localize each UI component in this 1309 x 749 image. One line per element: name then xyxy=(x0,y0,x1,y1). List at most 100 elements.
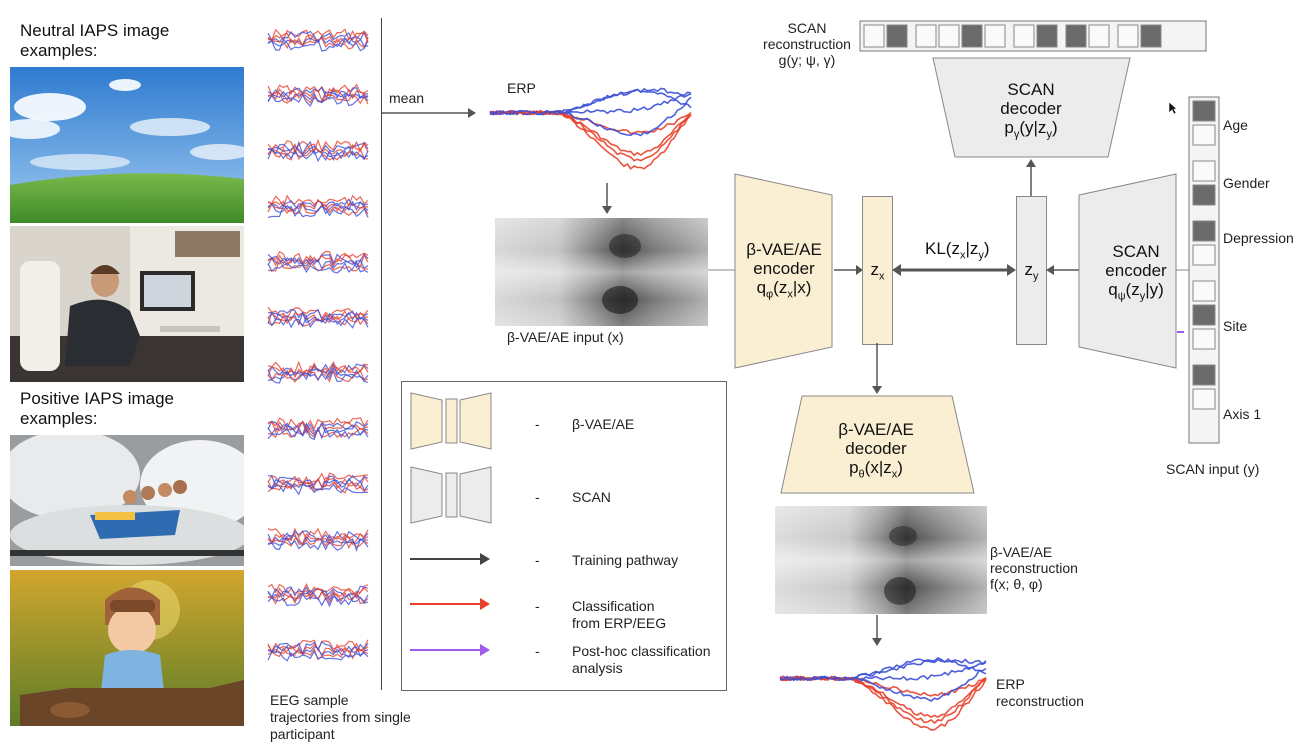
scan-input-label-site: Site xyxy=(1223,318,1248,334)
legend-dash-3: - xyxy=(535,552,540,568)
legend-scan-icon xyxy=(410,466,492,524)
mean-label: mean xyxy=(389,90,425,106)
legend-training-arrow xyxy=(410,553,490,565)
recon-vector-cell xyxy=(938,24,960,48)
scan-recon-label: SCAN reconstruction g(y; ψ, γ) xyxy=(763,20,851,68)
zx-latent-box xyxy=(862,196,893,345)
legend-posthoc-arrow xyxy=(410,644,490,656)
erp-to-input-arrow xyxy=(602,183,612,214)
legend-vae-icon xyxy=(410,392,492,450)
mouse-cursor-icon xyxy=(1168,101,1178,115)
recon-vector-cell xyxy=(1117,24,1139,48)
legend-label-scan: SCAN xyxy=(572,489,611,505)
erp-trace xyxy=(489,92,692,116)
input-vector-cell xyxy=(1192,328,1216,350)
waterride-photo xyxy=(10,435,244,566)
input-caption: β-VAE/AE input (x) xyxy=(507,329,624,345)
legend-label-posthoc: Post-hoc classification analysis xyxy=(572,643,711,676)
vae-decoder-shape xyxy=(780,395,975,494)
erp-trace xyxy=(779,660,987,682)
eeg-trace xyxy=(267,587,369,601)
recon-vector-cell xyxy=(1140,24,1162,48)
eeg-trace xyxy=(267,204,369,218)
eeg-trace xyxy=(267,417,369,430)
legend-box xyxy=(401,381,727,691)
input-vector-cell xyxy=(1192,220,1216,242)
recon-vector-cell xyxy=(1088,24,1110,48)
erp-trace xyxy=(779,667,987,702)
vae-encoder-shape xyxy=(734,173,833,369)
input-vector-cell xyxy=(1192,244,1216,266)
scan-input-vector xyxy=(1188,96,1220,444)
erp-label: ERP xyxy=(507,80,536,96)
positive-heading: Positive IAPS image examples: xyxy=(20,389,175,428)
zy-latent-box xyxy=(1016,196,1047,345)
purple-tick xyxy=(1177,331,1184,333)
input-vector-cell xyxy=(1192,364,1216,386)
scan-input-label-age: Age xyxy=(1223,117,1248,133)
input-vector-cell xyxy=(1192,184,1216,206)
scan-encoder-label: SCAN encoder qψ(zy|y) xyxy=(1105,242,1167,303)
input-vector-cell xyxy=(1192,388,1216,410)
sky-field-photo xyxy=(10,67,244,223)
legend-dash-4: - xyxy=(535,598,540,614)
eeg-trace xyxy=(267,475,369,490)
recon-vector-cell xyxy=(886,24,908,48)
recon-vector-cell xyxy=(915,24,937,48)
input-vector-cell xyxy=(1192,124,1216,146)
erp-recon-plot xyxy=(779,657,987,731)
recon-vector-cell xyxy=(1013,24,1035,48)
eeg-divider-line xyxy=(381,18,382,690)
erp-trace xyxy=(489,110,692,170)
legend-label-vae: β-VAE/AE xyxy=(572,416,635,432)
recon-vector-cell xyxy=(984,24,1006,48)
eeg-trace xyxy=(267,143,369,157)
eeg-trace xyxy=(267,28,369,42)
eeg-trace xyxy=(267,309,369,324)
zy-to-decoder-arrow xyxy=(1026,159,1036,196)
legend-label-classification: Classification from ERP/EEG xyxy=(572,598,667,631)
eeg-trace xyxy=(267,482,369,496)
scan-input-label-gender: Gender xyxy=(1223,175,1270,191)
scan-decoder-shape xyxy=(932,57,1131,158)
eeg-caption: EEG sample trajectories from single part… xyxy=(270,692,411,742)
recon-vector-cell xyxy=(1065,24,1087,48)
legend-dash-1: - xyxy=(535,416,540,432)
recon-vector-cell xyxy=(961,24,983,48)
eeg-trace xyxy=(267,38,369,52)
kl-label: KL(zx|zy) xyxy=(925,239,990,262)
eeg-trace xyxy=(267,426,369,441)
input-to-encoder-arrow xyxy=(708,269,736,271)
zx-to-decoder-arrow xyxy=(872,343,882,394)
input-heatmap xyxy=(495,218,708,326)
scan-input-label-axis1: Axis 1 xyxy=(1223,406,1262,422)
erp-trace xyxy=(779,657,987,682)
eeg-trace xyxy=(267,250,369,265)
input-vector-cell xyxy=(1192,160,1216,182)
recon-label: β-VAE/AE reconstruction f(x; θ, φ) xyxy=(990,544,1078,592)
legend-classification-arrow xyxy=(410,598,490,610)
recon-to-erp-arrow xyxy=(872,615,882,646)
erp-trace xyxy=(489,110,692,157)
encoder-to-zx-arrow xyxy=(834,265,863,275)
baby-pilot-photo xyxy=(10,570,244,726)
recon-vector-cell xyxy=(1036,24,1058,48)
eeg-trace xyxy=(267,149,369,163)
recon-vector-cell xyxy=(863,24,885,48)
erp-trace xyxy=(779,675,987,731)
kl-double-arrow xyxy=(892,264,1016,276)
scan-input-caption: SCAN input (y) xyxy=(1166,461,1260,477)
erp-trace xyxy=(489,109,692,162)
erp-plot xyxy=(489,87,692,170)
erp-recon-label: ERP reconstruction xyxy=(996,676,1084,709)
scan-encoder-to-zy-arrow xyxy=(1046,265,1080,275)
vae-decoder-label: β-VAE/AE decoder pθ(x|zx) xyxy=(838,420,914,481)
eeg-trace xyxy=(267,535,369,550)
input-vector-cell xyxy=(1192,280,1216,302)
mean-arrow xyxy=(382,108,476,118)
eeg-trace xyxy=(267,257,369,271)
eeg-trace xyxy=(267,650,369,662)
input-vector-cell xyxy=(1192,304,1216,326)
eeg-trace xyxy=(267,537,369,553)
input-vector-cell xyxy=(1192,100,1216,122)
